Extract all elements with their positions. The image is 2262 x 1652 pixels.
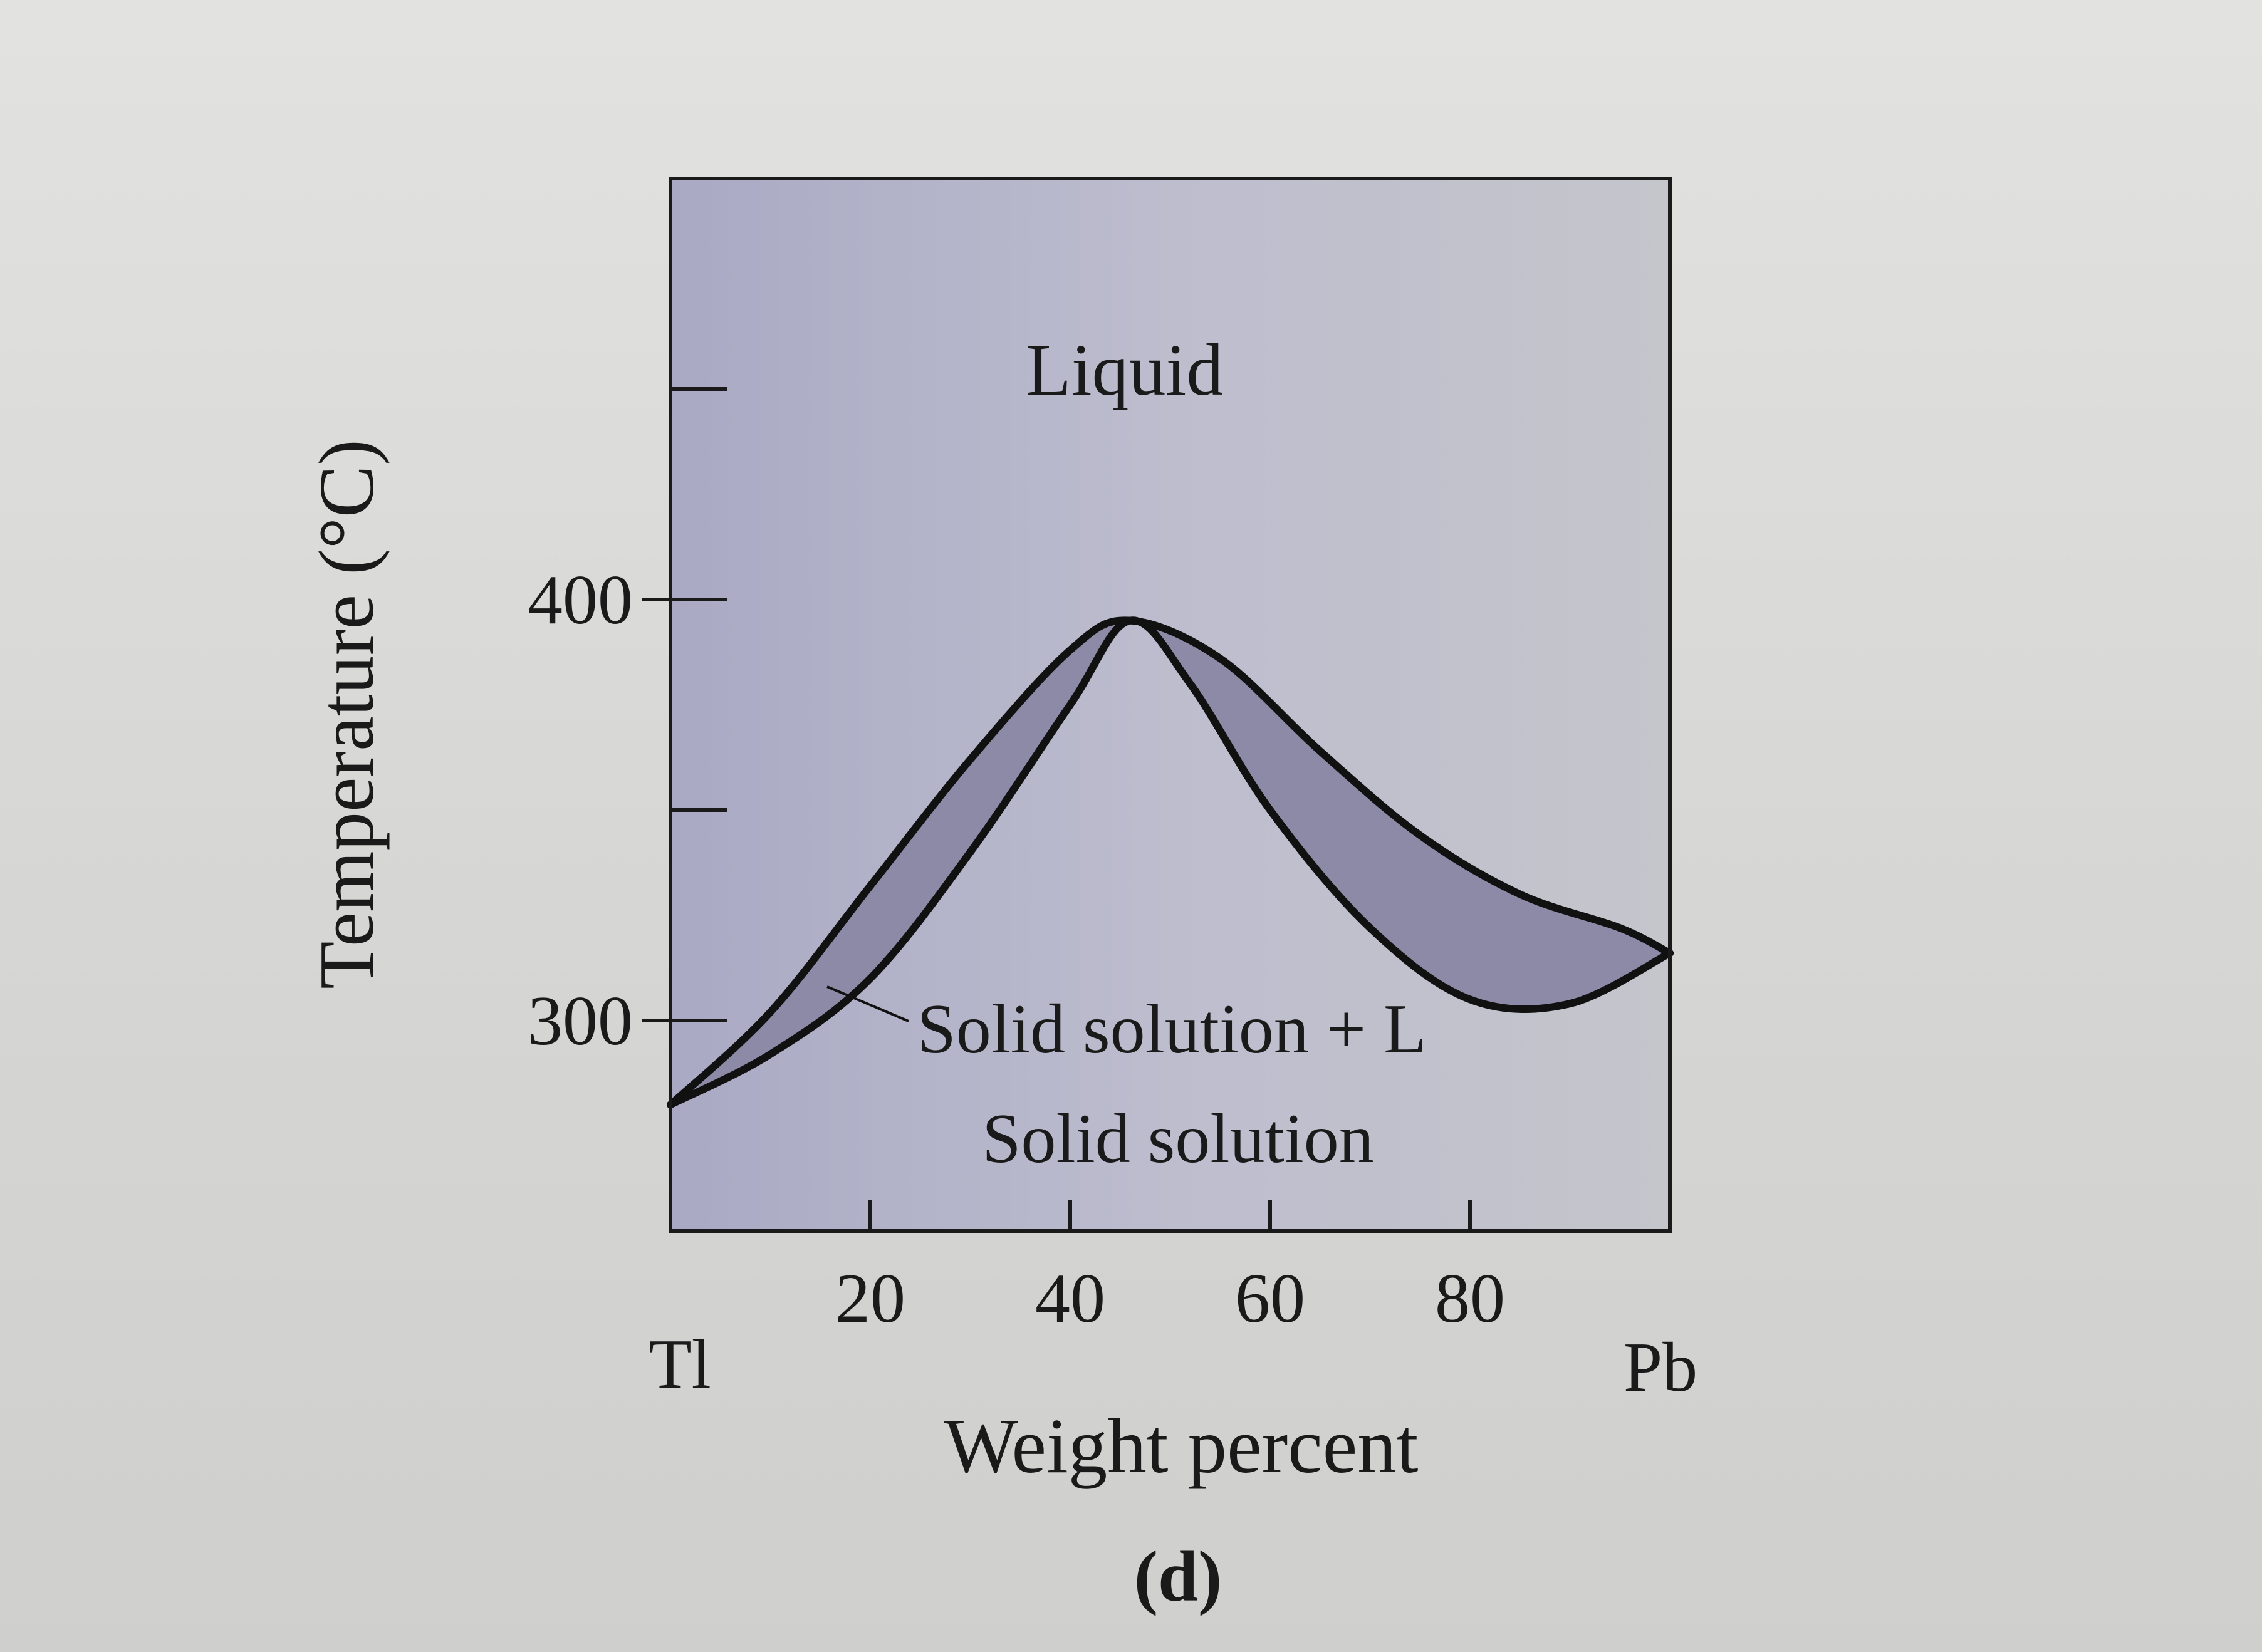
plot-frame <box>669 177 1672 1233</box>
two-phase-leader-line <box>826 985 909 1022</box>
figure-caption: (d) <box>1134 1537 1222 1616</box>
right-component-label: Pb <box>1624 1329 1697 1406</box>
x-tick-label: 80 <box>1435 1260 1505 1338</box>
region-label-two-phase: Solid solution + L <box>917 990 1426 1068</box>
y-tick-label: 400 <box>528 561 633 639</box>
y-tick-label: 300 <box>528 982 633 1060</box>
solidus-line <box>667 616 1674 1109</box>
x-axis-title: Weight percent <box>944 1403 1419 1490</box>
x-tick-label: 40 <box>1035 1260 1105 1338</box>
x-tick-label: 20 <box>835 1260 905 1338</box>
x-axis-ticks: 20 40 60 80 <box>835 1200 1505 1338</box>
left-component-label: Tl <box>649 1326 711 1403</box>
region-label-solid: Solid solution <box>982 1100 1373 1178</box>
y-axis-title: Temperature (°C) <box>304 439 390 989</box>
y-axis-ticks: 300 400 <box>528 387 727 1060</box>
region-label-liquid: Liquid <box>1026 329 1224 411</box>
x-tick-label: 60 <box>1235 1260 1305 1338</box>
plot-area <box>670 179 1670 1231</box>
